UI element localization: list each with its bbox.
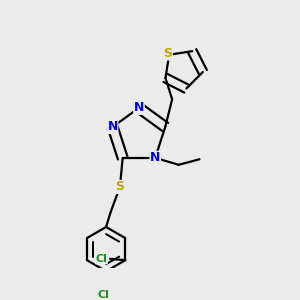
Text: N: N	[150, 152, 160, 164]
Text: S: S	[163, 47, 172, 60]
Text: Cl: Cl	[98, 290, 109, 300]
Text: Cl: Cl	[95, 254, 107, 264]
Text: N: N	[134, 101, 144, 114]
Text: N: N	[107, 121, 118, 134]
Text: S: S	[116, 180, 124, 194]
